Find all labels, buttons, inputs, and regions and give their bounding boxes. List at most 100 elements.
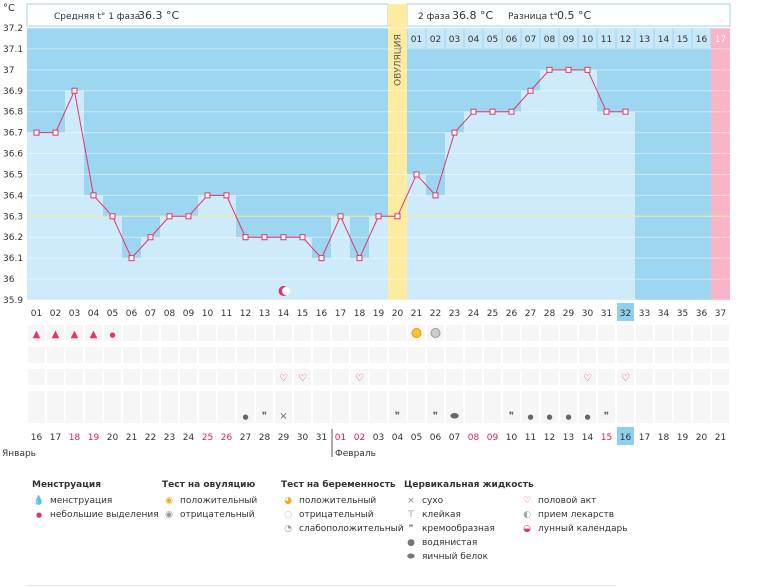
phase2-day-label: 12 (620, 35, 631, 45)
cycle-day-label: 24 (468, 309, 480, 319)
phase2-day-cell (597, 28, 616, 48)
symbol-grid-cell (275, 369, 292, 385)
symbol-grid-cell (579, 325, 596, 341)
symbol-grid-cell (446, 325, 463, 341)
y-unit-label: °C (3, 3, 15, 14)
symbol-grid-cell (256, 391, 273, 407)
legend-cervical-title: Цервикальная жидкость (404, 480, 534, 490)
symbol-grid-cell (161, 407, 178, 423)
symbol-grid-cell (47, 407, 64, 423)
temp-bar (312, 258, 331, 300)
temperature-point (451, 129, 458, 136)
symbol-grid-cell (370, 369, 387, 385)
symbol-grid-cell (332, 369, 349, 385)
legend-intercourse: половой акт (538, 496, 597, 506)
temperature-line (36, 69, 626, 260)
temperature-point (90, 192, 97, 199)
calendar-date-label: 20 (696, 433, 708, 443)
calendar-date-label: 03 (373, 433, 384, 443)
phase2-day-cell (616, 28, 635, 48)
symbol-grid-cell (389, 369, 406, 385)
symbol-grid-cell (180, 391, 197, 407)
symbol-grid-cell (85, 391, 102, 407)
cycle-day-label: 22 (430, 309, 441, 319)
intercourse-icon: ♡ (522, 496, 532, 506)
cycle-day-label: 23 (449, 309, 460, 319)
temperature-point (242, 234, 249, 241)
symbol-grid-cell (674, 325, 691, 341)
symbol-grid-cell (541, 391, 558, 407)
phase2-value: 36.8 °C (452, 9, 493, 22)
cycle-day-label: 11 (221, 309, 232, 319)
symbol-grid-cell (617, 347, 634, 363)
symbol-grid-cell (142, 369, 159, 385)
symbol-grid-cell (66, 369, 83, 385)
temperature-point (280, 234, 287, 241)
symbol-grid-cell (389, 347, 406, 363)
cycle-day-label: 16 (316, 309, 328, 319)
calendar-date-label: 24 (183, 433, 195, 443)
phase2-day-label: 08 (544, 35, 556, 45)
cervical-eggwhite-icon: ⬬ (407, 552, 415, 562)
phase2-day-cell (711, 28, 730, 48)
symbol-grid-cell (408, 407, 425, 423)
symbol-grid-cell (427, 407, 444, 423)
phase2-day-label: 09 (563, 35, 575, 45)
symbol-grid-cell (142, 325, 159, 341)
symbol-grid-cell (275, 325, 292, 341)
diff-value: 0.5 °C (557, 9, 591, 22)
phase2-day-cell (445, 28, 464, 48)
calendar-date-label: 12 (544, 433, 555, 443)
cervical-fluid-icon: ● (546, 413, 552, 421)
symbol-grid-cell (256, 407, 273, 423)
symbol-grid-cell (123, 325, 140, 341)
symbol-grid-cell (465, 347, 482, 363)
phase2-day-label: 05 (487, 35, 498, 45)
temperature-point (299, 234, 306, 241)
symbol-grid-cell (636, 347, 653, 363)
temperature-point (204, 192, 211, 199)
symbol-grid-cell (408, 391, 425, 407)
symbol-grid-cell (47, 347, 64, 363)
y-tick-label: 36 (3, 275, 15, 285)
temperature-point (223, 192, 230, 199)
calendar-date-label: 15 (601, 433, 612, 443)
temperature-point (489, 108, 496, 115)
symbol-grid-cell (142, 347, 159, 363)
cervical-dry-icon: × (407, 496, 415, 506)
legend-cervical: Цервикальная жидкость × сухо ⊤ клейкая ❞ кр… (404, 480, 534, 564)
legend-pregnancy-weak: слабоположительный (299, 524, 404, 534)
diff-label: Разница t° (508, 12, 558, 22)
symbol-grid-cell (560, 369, 577, 385)
symbol-grid-cell (503, 407, 520, 423)
symbol-grid-cell (389, 391, 406, 407)
symbol-grid-cell (370, 347, 387, 363)
phase2-day-cell (426, 28, 445, 48)
symbol-grid-cell (598, 407, 615, 423)
calendar-date-label: 05 (411, 433, 422, 443)
phase2-day-cell (502, 28, 521, 48)
cervical-fluid-icon: ❞ (433, 411, 438, 422)
y-tick-label: 35.9 (3, 296, 23, 306)
symbol-grid-cell (199, 391, 216, 407)
symbol-grid-cell (484, 407, 501, 423)
symbol-grid-cell (199, 347, 216, 363)
temp-bar (293, 237, 312, 300)
y-tick-label: 36.3 (3, 212, 23, 222)
temp-bar (65, 90, 84, 301)
cervical-watery-icon: ● (407, 538, 415, 548)
symbol-grid-cell (142, 391, 159, 407)
calendar-date-label: 10 (506, 433, 518, 443)
calendar-date-label: 29 (278, 433, 290, 443)
phase2-day-cell (483, 28, 502, 48)
ovulation-positive-icon: ◉ (165, 496, 173, 506)
symbol-grid-cell (66, 347, 83, 363)
symbol-grid-cell (294, 391, 311, 407)
temperature-point (432, 192, 439, 199)
symbol-grid-cell (85, 369, 102, 385)
symbol-grid-cell (693, 391, 710, 407)
temp-bar (198, 195, 217, 300)
cycle-day-label: 25 (487, 309, 498, 319)
cycle-day-label: 17 (335, 309, 346, 319)
symbol-grid-cell (199, 407, 216, 423)
